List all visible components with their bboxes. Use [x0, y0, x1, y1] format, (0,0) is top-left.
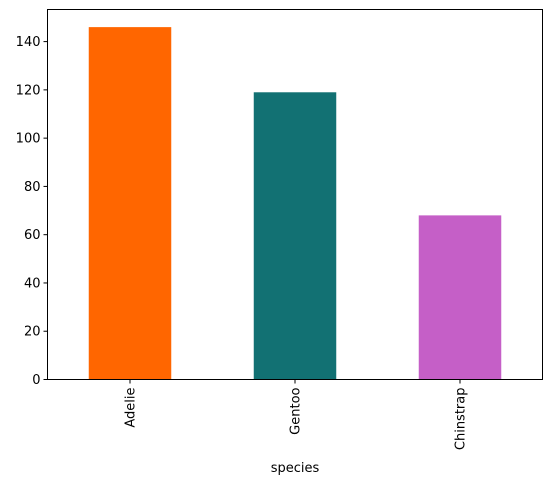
bar-gentoo	[253, 92, 337, 380]
x-tick-label-chinstrap: Chinstrap	[454, 388, 469, 451]
bars-layer	[88, 27, 502, 380]
y-tick-label-120: 120	[16, 83, 41, 98]
y-tick-label-0: 0	[32, 373, 40, 388]
x-axis-label: species	[271, 461, 320, 476]
plot-frame	[47, 9, 543, 380]
y-tick-label-20: 20	[24, 325, 41, 340]
y-tick-label-100: 100	[16, 132, 41, 147]
y-tick-label-60: 60	[24, 228, 41, 243]
x-tick-label-gentoo: Gentoo	[289, 387, 304, 434]
bar-adelie	[88, 27, 172, 380]
y-axis: 0 20 40 60 80 100 120 140	[16, 35, 48, 388]
bar-chinstrap	[418, 215, 502, 380]
y-tick-label-140: 140	[16, 35, 41, 50]
x-tick-label-adelie: Adelie	[124, 388, 139, 428]
x-axis: Adelie Gentoo Chinstrap	[124, 379, 469, 451]
y-tick-label-80: 80	[24, 180, 41, 195]
y-tick-label-40: 40	[24, 276, 41, 291]
